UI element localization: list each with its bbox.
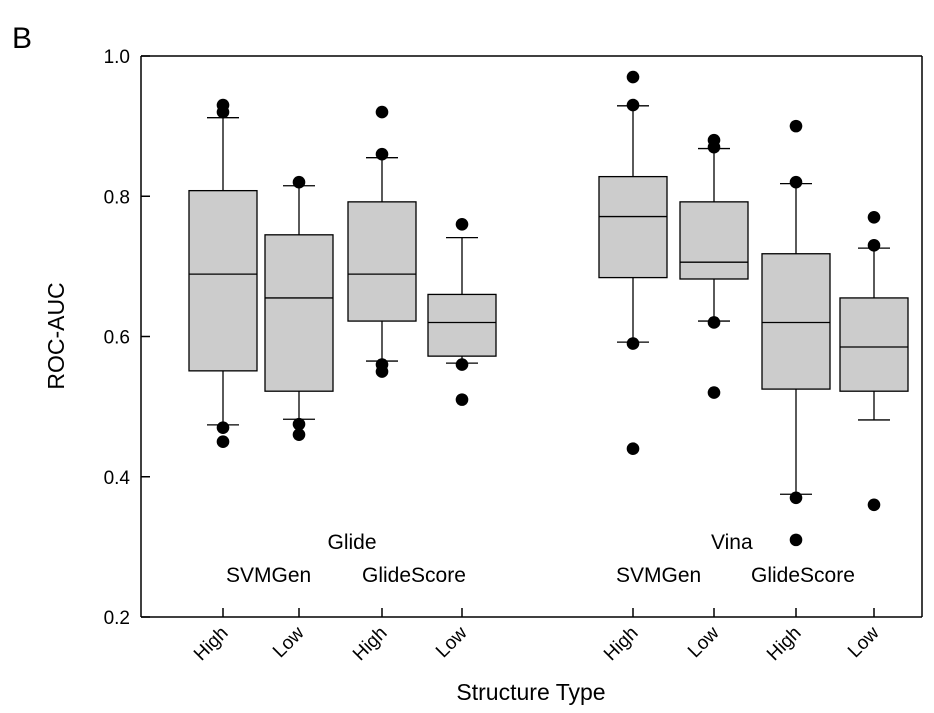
outlier-point xyxy=(455,218,469,231)
group-sublabel: GlideScore xyxy=(751,564,855,587)
box-series xyxy=(188,70,909,547)
box-plot-1-1 xyxy=(188,98,258,448)
outlier-point xyxy=(626,98,640,112)
x-tick-label: High xyxy=(600,623,642,665)
outlier-point xyxy=(292,428,306,441)
box-plot-1-2 xyxy=(264,175,334,441)
x-axis-title: Structure Type xyxy=(456,679,605,705)
outlier-point xyxy=(216,98,230,112)
outlier-point xyxy=(707,133,721,147)
outlier-point xyxy=(216,435,230,448)
outlier-point xyxy=(707,386,721,399)
iqr-box xyxy=(264,234,334,392)
group-sublabel: SVMGen xyxy=(616,564,701,587)
y-tick-label: 0.6 xyxy=(104,328,130,349)
x-tick-label: Low xyxy=(844,622,884,662)
outlier-point xyxy=(292,175,306,189)
iqr-box xyxy=(598,175,668,279)
iqr-box xyxy=(839,297,909,392)
y-tick-label: 1.0 xyxy=(104,47,130,68)
box-plot-2-2 xyxy=(679,133,749,399)
outlier-point xyxy=(707,316,721,329)
outlier-point xyxy=(626,337,640,350)
iqr-box xyxy=(347,201,417,322)
group-labels: Glide SVMGen GlideScore Vina SVMGen GlideScor… xyxy=(226,531,855,587)
y-tick-label: 0.2 xyxy=(104,608,130,629)
outlier-point xyxy=(455,358,469,371)
outlier-point xyxy=(867,498,881,512)
outlier-point xyxy=(455,393,469,406)
group-label: Glide xyxy=(327,531,376,554)
y-axis-ticks: 0.2 0.4 0.6 0.8 1.0 xyxy=(104,47,150,629)
y-tick-label: 0.8 xyxy=(104,187,130,208)
iqr-box xyxy=(679,201,749,280)
outlier-point xyxy=(375,358,389,371)
iqr-box xyxy=(761,253,831,390)
box-plot-1-4 xyxy=(427,218,497,406)
x-tick-label: Low xyxy=(432,622,472,662)
outlier-point xyxy=(789,119,803,133)
outlier-point xyxy=(375,105,389,119)
group-label: Vina xyxy=(711,531,753,554)
box-plot-2-1 xyxy=(598,70,668,456)
outlier-point xyxy=(867,239,881,252)
outlier-point xyxy=(626,442,640,456)
outlier-point xyxy=(216,421,230,434)
x-tick-label: High xyxy=(763,623,805,665)
y-tick-label: 0.4 xyxy=(104,468,131,489)
iqr-box xyxy=(188,189,258,372)
box-plot-2-3 xyxy=(761,119,831,547)
outlier-point xyxy=(867,210,881,224)
x-tick-label: High xyxy=(190,623,232,665)
iqr-box xyxy=(427,293,497,357)
box-plot-2-4 xyxy=(839,210,909,512)
outlier-point xyxy=(626,70,640,84)
group-sublabel: GlideScore xyxy=(362,564,466,587)
outlier-point xyxy=(789,533,803,547)
outlier-point xyxy=(292,417,306,431)
x-tick-label: High xyxy=(349,623,391,665)
panel-letter: B xyxy=(12,22,32,55)
y-axis-title: ROC-AUC xyxy=(43,282,69,389)
outlier-point xyxy=(789,175,803,189)
outlier-point xyxy=(375,147,389,161)
outlier-point xyxy=(789,491,803,505)
box-plot-1-3 xyxy=(347,105,417,378)
x-tick-label: Low xyxy=(269,622,309,662)
group-sublabel: SVMGen xyxy=(226,564,311,587)
x-tick-label: Low xyxy=(684,622,724,662)
